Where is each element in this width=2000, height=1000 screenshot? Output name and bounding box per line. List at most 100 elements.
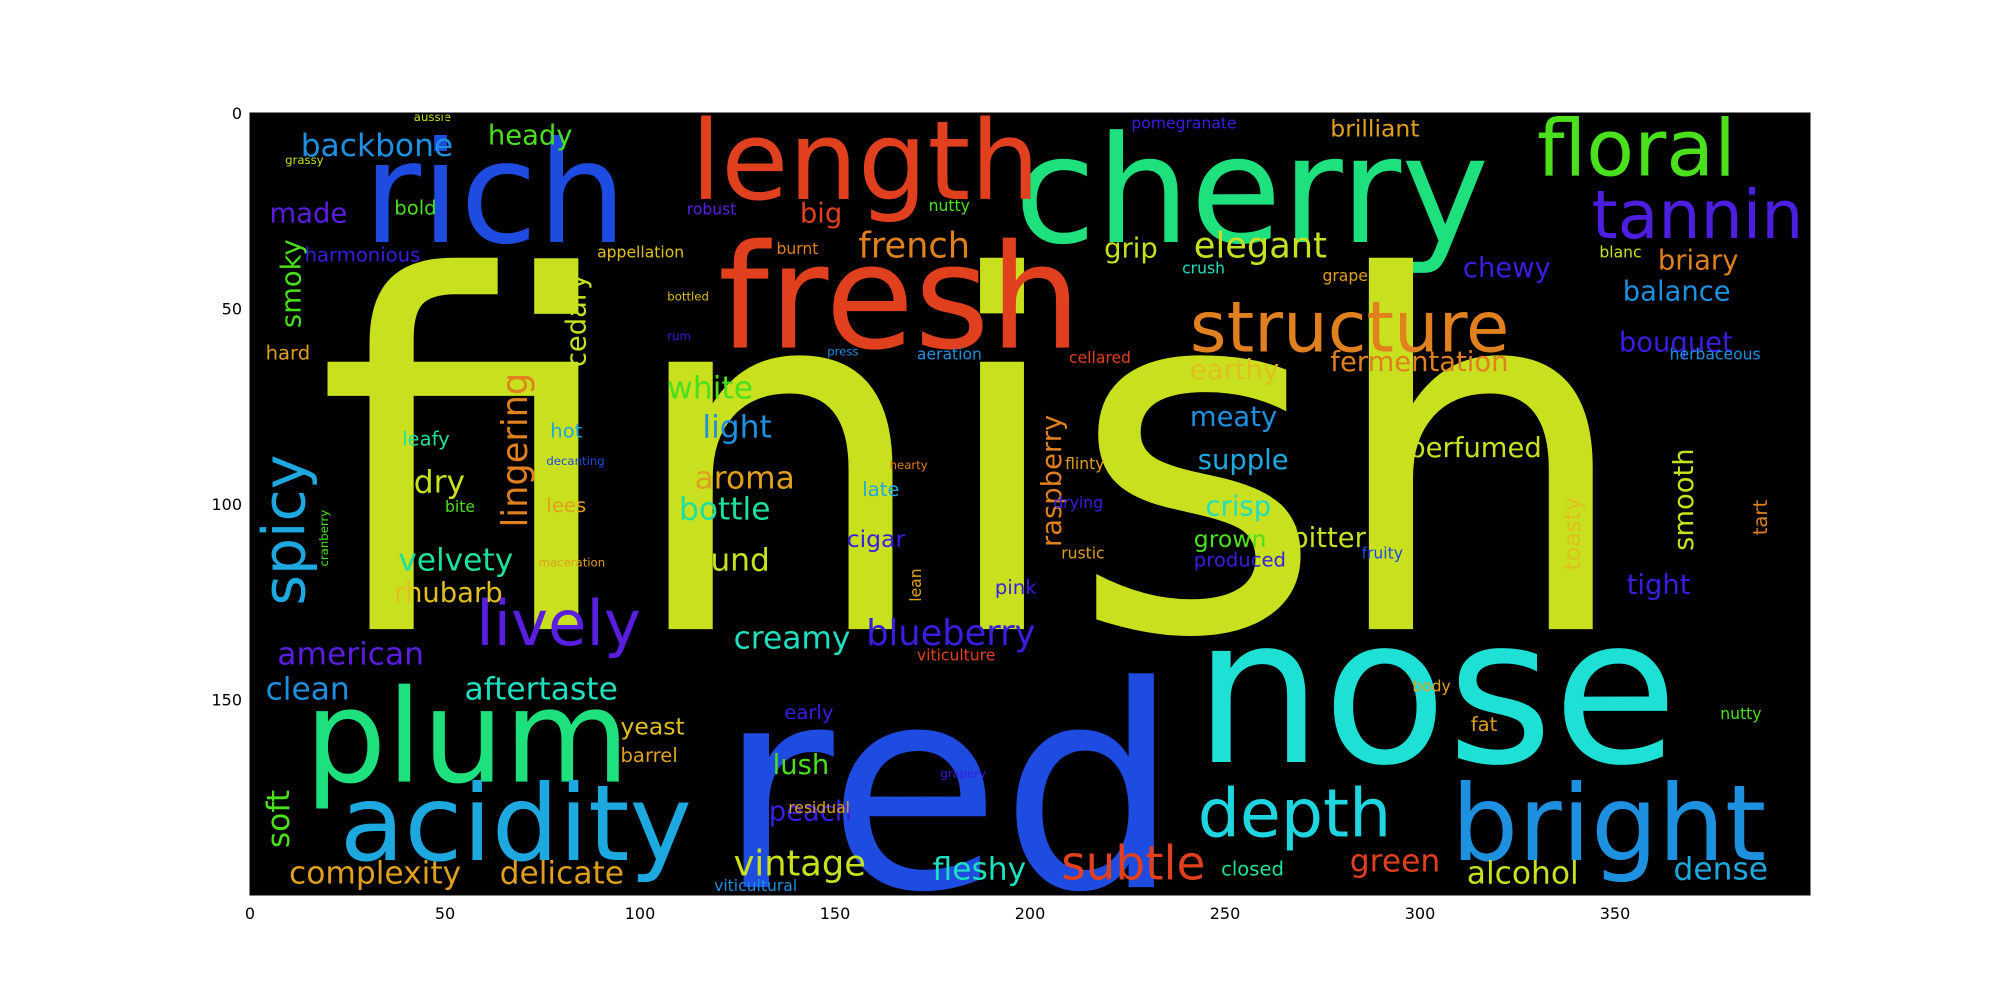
word-heady: heady [488,120,573,151]
word-subtle: subtle [1061,836,1205,891]
y-tick-label: 0 [232,104,242,123]
word-pink: pink [995,576,1037,599]
word-cedary: cedary [561,274,592,368]
word-fermentation: fermentation [1330,347,1508,378]
word-closed: closed [1221,857,1284,880]
word-raspberry: raspberry [1037,415,1068,547]
word-balance: balance [1623,277,1731,308]
word-grown: grown [1194,525,1267,553]
word-cherry: cherry [1014,105,1489,278]
word-aftertaste: aftertaste [465,672,618,708]
word-supple: supple [1198,445,1289,476]
word-dry: dry [414,464,465,500]
word-spicy: spicy [251,455,319,606]
word-rustic: rustic [1061,545,1104,563]
word-harmonious: harmonious [305,244,421,267]
x-tick-label: 50 [435,904,455,923]
word-yeast: yeast [621,713,685,741]
word-lingering: lingering [495,373,536,528]
y-tick-label: 150 [211,691,242,710]
word-alcohol: alcohol [1467,855,1579,891]
word-press: press [827,344,858,358]
word-decanting: decanting [546,454,604,468]
x-axis: 0 50 100 150 200 250 300 350 [245,113,1630,923]
word-rich: rich [363,112,627,276]
word-round: round [679,542,770,578]
word-acidity: acidity [340,762,692,885]
word-light: light [702,410,771,446]
word-cigar: cigar [847,525,906,553]
word-delicate: delicate [500,855,624,891]
word-tight: tight [1627,570,1691,601]
word-big: big [800,198,842,229]
word-green: green [1350,844,1440,880]
word-smoky: smoky [277,239,308,328]
x-tick-label: 200 [1015,904,1046,923]
word-aussie: aussie [414,110,451,124]
word-lively: lively [476,587,641,660]
word-aeration: aeration [917,345,982,363]
x-tick-label: 250 [1210,904,1241,923]
word-robust: robust [687,201,737,219]
word-lees: lees [546,494,586,517]
word-nutty: nutty [1720,705,1761,723]
word-earthy: earthy [1190,355,1279,386]
word-white: white [667,370,753,406]
word-made: made [270,198,348,229]
word-crush: crush [1182,259,1225,277]
image-background [250,113,1810,895]
word-leafy: leafy [402,427,450,450]
word-dense: dense [1674,851,1769,887]
word-briary: briary [1658,245,1739,276]
word-grassy: grassy [285,153,324,167]
word-perfumed: perfumed [1408,433,1541,464]
word-hard: hard [266,341,311,364]
word-clean: clean [266,672,350,708]
word-creamy: creamy [734,621,851,657]
word-blanc: blanc [1599,244,1641,262]
word-peach: peach [769,797,852,828]
word-backbone: backbone [301,128,453,164]
word-rum: rum [667,329,691,343]
word-fat: fat [1471,713,1498,736]
x-tick-label: 300 [1405,904,1436,923]
word-grip: grip [1104,234,1158,265]
word-crisp: crisp [1206,492,1272,523]
word-bold: bold [394,197,436,220]
word-lean: lean [907,568,925,601]
word-bright: bright [1451,762,1766,885]
word-elegant: elegant [1194,226,1327,267]
word-velvety: velvety [398,542,513,578]
word-viticultural: viticultural [714,877,797,895]
word-structure: structure [1190,287,1509,369]
word-hearty: hearty [890,458,928,472]
word-flinty: flinty [1065,455,1104,473]
word-body: body [1412,678,1451,696]
word-bouquet: bouquet [1619,328,1733,359]
word-fresh: fresh [718,215,1081,383]
word-tart: tart [1749,500,1772,536]
word-early: early [784,701,834,724]
word-floral: floral [1537,104,1736,195]
word-depth: depth [1198,774,1392,852]
word-herbaceous: herbaceous [1670,345,1761,363]
y-tick-label: 50 [222,300,242,319]
word-hot: hot [550,420,582,443]
word-smooth: smooth [1669,448,1700,551]
x-tick-label: 150 [820,904,851,923]
word-lush: lush [773,750,830,781]
x-tick-label: 100 [625,904,656,923]
word-burnt: burnt [777,240,819,258]
word-toasty: toasty [1558,497,1586,570]
word-aroma: aroma [695,460,795,496]
y-axis: 0 50 100 150 [211,104,1810,710]
word-pomegranate: pomegranate [1131,115,1236,133]
word-residual: residual [788,799,850,817]
word-drying: drying [1053,494,1103,512]
x-tick-label: 350 [1600,904,1631,923]
word-cellared: cellared [1069,349,1131,367]
word-grapery: grapery [940,767,986,781]
word-appellation: appellation [597,244,684,262]
